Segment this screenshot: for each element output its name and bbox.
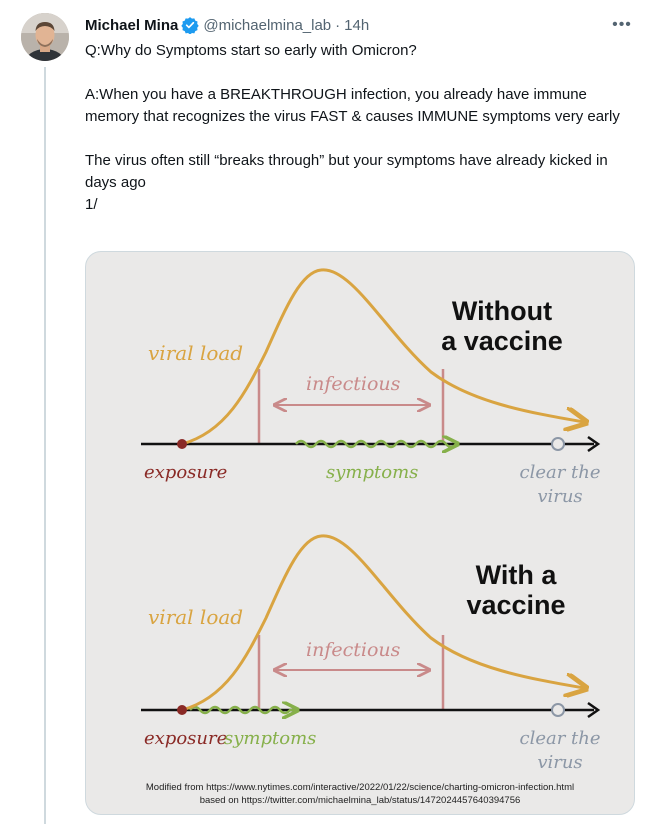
clear-point <box>551 703 565 717</box>
exposure-label: exposure <box>144 462 227 483</box>
panel-title-line2: a vaccine <box>441 326 563 356</box>
clear-label-line2: virus <box>537 486 582 507</box>
symptoms-label: symptoms <box>326 462 418 483</box>
symptoms-squiggle <box>189 707 296 713</box>
viral-load-curve <box>181 534 584 712</box>
viral-load-curve <box>181 268 584 446</box>
credit-line1: Modified from https://www.nytimes.com/in… <box>146 782 574 793</box>
more-options-icon[interactable]: ••• <box>612 16 632 33</box>
clear-label-line1: clear the <box>519 462 600 483</box>
author-handle[interactable]: @michaelmina_lab <box>203 16 332 34</box>
avatar-image <box>21 13 69 61</box>
panel-without-vaccine: viral load infectious exposure symptoms … <box>141 268 601 507</box>
tweet-media[interactable]: viral load infectious exposure symptoms … <box>85 251 635 815</box>
timeline-arrow-icon <box>587 435 601 453</box>
clear-point <box>551 437 565 451</box>
viral-load-label: viral load <box>148 605 243 629</box>
infectious-label: infectious <box>306 639 401 661</box>
timestamp[interactable]: 14h <box>344 16 370 34</box>
tweet-text-line: Q:Why do Symptoms start so early with Om… <box>85 42 417 59</box>
clear-label-line1: clear the <box>519 728 600 749</box>
thread-line <box>44 67 46 824</box>
exposure-point <box>177 705 187 715</box>
tweet-text-line: A:When you have a BREAKTHROUGH infection… <box>85 86 620 125</box>
tweet-header: Michael Mina @michaelmina_lab · 14h ••• <box>85 14 635 36</box>
author-name[interactable]: Michael Mina <box>85 16 179 34</box>
exposure-point <box>177 439 187 449</box>
symptoms-squiggle <box>295 441 456 447</box>
symptoms-label: symptoms <box>224 728 316 749</box>
panel-title-line1: With a <box>476 560 558 590</box>
verified-badge-icon <box>181 16 200 34</box>
tweet-text-line: 1/ <box>85 196 98 213</box>
infographic: viral load infectious exposure symptoms … <box>141 268 601 806</box>
avatar[interactable] <box>21 13 69 61</box>
exposure-label: exposure <box>144 728 227 749</box>
clear-label-line2: virus <box>537 752 582 773</box>
panel-title-line2: vaccine <box>466 590 565 620</box>
tweet-text-line: The virus often still “breaks through” b… <box>85 152 608 191</box>
panel-with-vaccine: viral load infectious exposure symptoms … <box>141 534 601 773</box>
panel-title-line1: Without <box>452 296 552 326</box>
credit-line2: based on https://twitter.com/michaelmina… <box>200 795 521 806</box>
tweet-text: Q:Why do Symptoms start so early with Om… <box>85 40 635 216</box>
viral-load-label: viral load <box>148 341 243 365</box>
separator: · <box>335 16 341 34</box>
timeline-arrow-icon <box>587 701 601 719</box>
infectious-label: infectious <box>306 373 401 395</box>
